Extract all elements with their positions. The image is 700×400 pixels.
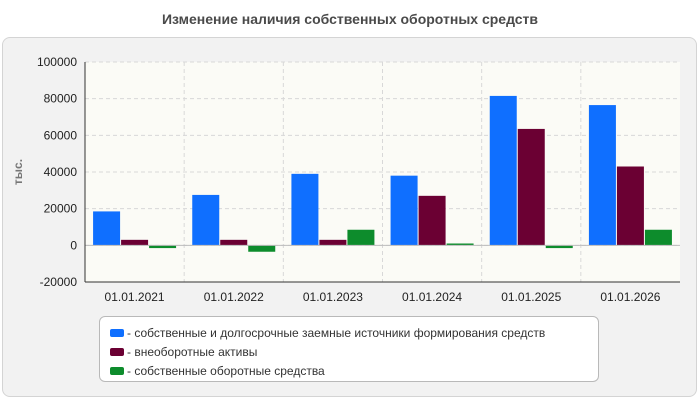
- bar-series-1: [192, 194, 220, 246]
- bar-series-3: [149, 245, 177, 249]
- y-tick-label: 80000: [44, 92, 78, 106]
- chart-legend: - собственные и долгосрочные заемные ист…: [99, 316, 599, 382]
- bar-series-2: [616, 166, 644, 246]
- legend-label-series-2: - внеоборотные активы: [127, 344, 258, 359]
- y-tick-label: 0: [70, 238, 77, 252]
- chart-title: Изменение наличия собственных оборотных …: [161, 11, 539, 27]
- bar-series-1: [588, 105, 616, 246]
- bar-series-2: [121, 239, 149, 246]
- x-tick-label: 01.01.2021: [105, 290, 165, 304]
- bar-series-3: [446, 243, 474, 246]
- legend-item-series-3: - собственные оборотные средства: [110, 361, 598, 380]
- bar-series-3: [347, 229, 375, 246]
- bar-series-2: [517, 128, 545, 246]
- y-tick-label: 100000: [37, 55, 77, 69]
- x-tick-label: 01.01.2025: [501, 290, 561, 304]
- y-tick-label: 60000: [44, 128, 78, 142]
- y-tick-label: 20000: [44, 202, 78, 216]
- legend-swatch-series-1: [110, 328, 124, 337]
- x-tick-label: 01.01.2023: [303, 290, 363, 304]
- bar-series-2: [319, 239, 347, 246]
- legend-item-series-2: - внеоборотные активы: [110, 342, 598, 361]
- bar-series-3: [545, 245, 573, 249]
- bar-series-1: [291, 173, 319, 246]
- y-tick-label: 40000: [44, 165, 78, 179]
- bar-series-1: [489, 95, 517, 246]
- bar-series-1: [390, 175, 418, 246]
- x-tick-label: 01.01.2022: [204, 290, 264, 304]
- legend-label-series-1: - собственные и долгосрочные заемные ист…: [127, 325, 546, 340]
- legend-item-series-1: - собственные и долгосрочные заемные ист…: [110, 323, 598, 342]
- y-axis-label: тыс.: [11, 159, 25, 185]
- x-tick-label: 01.01.2026: [600, 290, 660, 304]
- legend-swatch-series-3: [110, 366, 124, 375]
- bar-series-2: [220, 239, 248, 246]
- x-tick-label: 01.01.2024: [402, 290, 462, 304]
- bar-series-3: [248, 245, 276, 252]
- legend-label-series-3: - собственные оборотные средства: [127, 363, 325, 378]
- legend-swatch-series-2: [110, 347, 124, 356]
- bar-series-2: [418, 195, 446, 246]
- bar-series-3: [644, 229, 672, 246]
- bar-series-1: [93, 211, 121, 246]
- y-tick-label: -20000: [40, 275, 78, 289]
